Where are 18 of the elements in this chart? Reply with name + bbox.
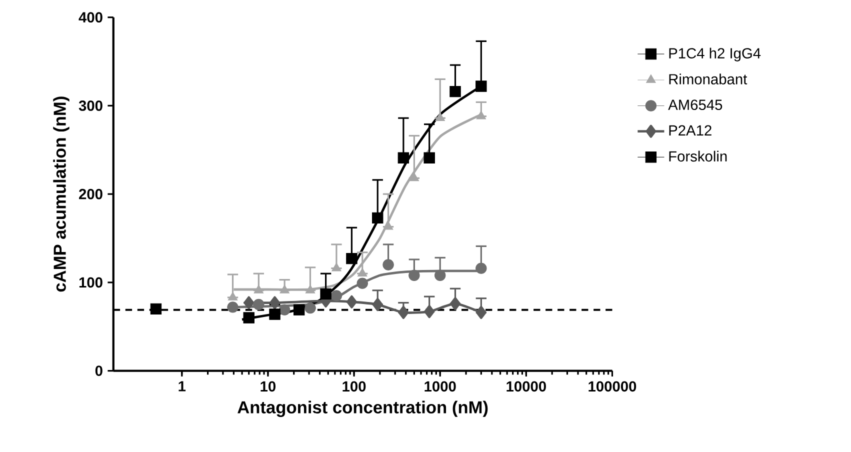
y-tick-label: 100: [79, 277, 102, 288]
x-tick-label: 10: [260, 381, 276, 392]
x-axis-title: Antagonist concentration (nM): [238, 400, 488, 417]
legend-label: AM6545: [668, 100, 722, 110]
legend-label: Rimonabant: [669, 74, 748, 84]
x-tick-label: 100: [342, 381, 366, 392]
y-tick-label: 300: [78, 100, 102, 111]
x-tick-label: 10000: [506, 381, 546, 392]
x-tick-label: 100000: [588, 381, 636, 392]
x-tick-label: 1: [178, 381, 186, 392]
y-tick-label: 0: [95, 366, 102, 376]
y-axis-title: cAMP acumulation (nM): [53, 96, 70, 292]
legend-label: Forskolin: [669, 150, 727, 162]
legend-label: P1C4 h2 IgG4: [669, 48, 761, 62]
y-tick-label: 200: [79, 188, 102, 200]
x-tick-label: 1000: [424, 381, 456, 392]
y-tick-label: 400: [78, 12, 102, 22]
legend-label: P2A12: [669, 125, 712, 136]
